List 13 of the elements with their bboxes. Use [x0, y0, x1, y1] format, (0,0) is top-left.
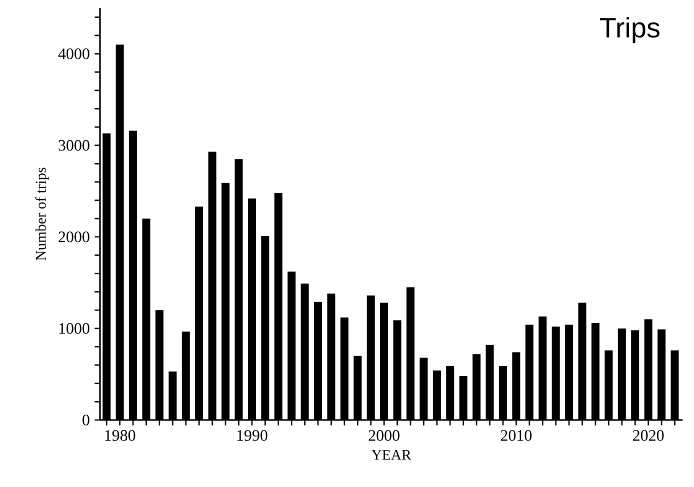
- y-axis-title: Number of trips: [35, 168, 49, 260]
- x-tick-label: 2010: [500, 430, 532, 441]
- y-tick-label: 0: [82, 414, 90, 426]
- x-tick-label: 1980: [105, 430, 136, 441]
- x-axis-title: YEAR: [372, 450, 412, 460]
- chart-title: Trips: [600, 17, 660, 44]
- y-tick-label: 1000: [59, 323, 90, 334]
- y-tick-label: 3000: [58, 140, 90, 151]
- y-tick-label: 4000: [58, 48, 90, 60]
- x-tick-label: 2000: [368, 430, 400, 441]
- x-tick-label: 1990: [237, 430, 268, 441]
- x-tick-label: 2020: [633, 430, 664, 441]
- y-tick-label: 2000: [58, 231, 90, 242]
